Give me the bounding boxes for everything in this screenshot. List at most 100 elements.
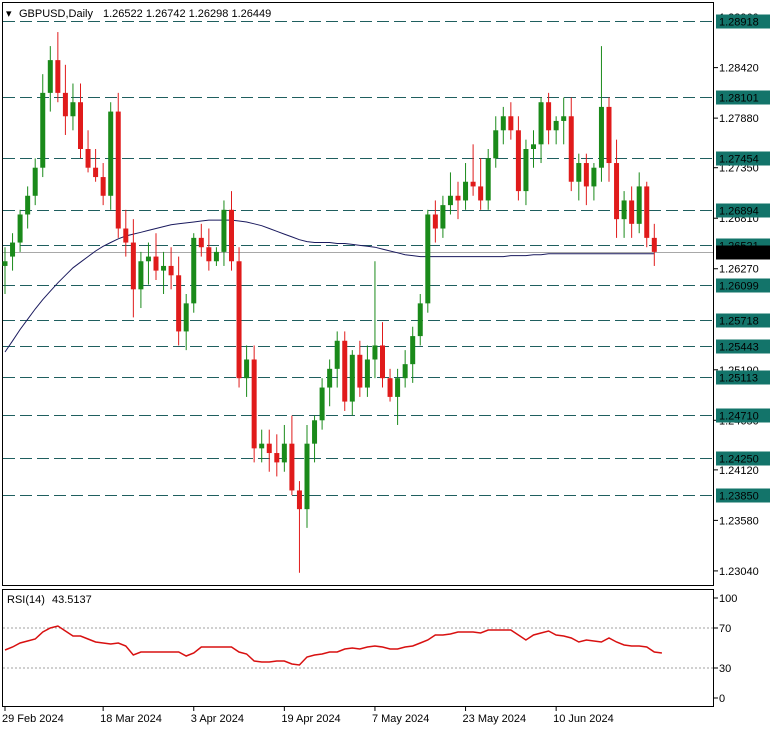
bull-candle: [440, 195, 446, 238]
candle-body: [636, 186, 642, 224]
candle-body: [206, 247, 212, 262]
date-tick-label: 23 May 2024: [463, 713, 527, 725]
candle-body: [629, 200, 635, 224]
bear-candle: [644, 181, 650, 248]
bear-candle: [651, 223, 657, 266]
bull-candle: [191, 233, 197, 313]
candle-body: [364, 359, 370, 388]
bull-candle: [213, 247, 219, 266]
candle-body: [583, 163, 589, 187]
candle-body: [93, 167, 99, 178]
level-badge-label: 1.25718: [719, 316, 759, 328]
bull-candle: [138, 251, 144, 309]
candle-body: [576, 163, 582, 182]
bear-candle: [229, 191, 234, 271]
rsi-tick-label: 100: [719, 593, 737, 605]
bull-candle: [500, 106, 506, 145]
candle-body: [546, 102, 552, 131]
chart-symbol: GBPUSD,Daily: [19, 8, 93, 20]
candle-body: [236, 261, 242, 379]
candle-body: [198, 237, 204, 248]
bear-candle: [614, 139, 620, 238]
candle-body: [259, 443, 265, 449]
candle-body: [70, 102, 76, 117]
bear-candle: [546, 92, 552, 145]
candle-body: [478, 186, 484, 201]
price-tick-label: 1.26270: [719, 264, 759, 276]
candle-body: [644, 186, 650, 238]
bull-candle: [259, 429, 265, 463]
bear-candle: [93, 149, 99, 182]
bull-candle: [334, 331, 340, 388]
level-badge: [716, 451, 770, 466]
moving-average: [4, 219, 655, 353]
candle-body: [425, 214, 431, 304]
candle-body: [402, 364, 408, 379]
bull-candle: [425, 209, 431, 313]
candle-body: [168, 265, 174, 276]
candle-body: [213, 251, 219, 262]
level-badge: [716, 370, 770, 385]
price-panel-frame: [2, 2, 714, 586]
price-tick-label: 1.28420: [719, 63, 759, 75]
level-badge-label: 1.23850: [719, 491, 759, 503]
date-tick-label: 10 Jun 2024: [553, 713, 614, 725]
date-tick-label: 29 Feb 2024: [2, 713, 64, 725]
rsi-tick-label: 30: [719, 663, 731, 675]
rsi-indicator: 100 70 30 0: [3, 593, 737, 705]
candle-body: [312, 420, 318, 444]
candle-body: [485, 158, 491, 201]
candle-body: [342, 340, 348, 402]
candle-body: [123, 228, 129, 243]
candle-body: [108, 111, 114, 196]
price-tick-label: 1.23580: [719, 515, 759, 527]
candle-body: [515, 130, 521, 192]
bull-candle: [319, 378, 325, 430]
level-badge: [716, 278, 770, 293]
date-axis: 29 Feb 2024 18 Mar 2024 3 Apr 2024 19 Apr 2…: [2, 707, 614, 725]
bear-candle: [115, 92, 121, 238]
bear-candle: [78, 83, 83, 159]
bull-candle: [553, 116, 559, 145]
candle-body: [538, 102, 544, 145]
candles: [2, 32, 657, 573]
date-tick-label: 3 Apr 2024: [191, 713, 244, 725]
candle-body: [191, 237, 197, 304]
level-badge-label: 1.28918: [719, 17, 759, 29]
bull-candle: [244, 345, 250, 397]
candle-body: [281, 443, 287, 463]
bull-candle: [145, 242, 151, 285]
candle-body: [25, 195, 31, 215]
bull-candle: [447, 172, 453, 215]
bull-candle: [10, 233, 16, 271]
candle-body: [40, 92, 46, 168]
candle-body: [130, 242, 136, 290]
bull-candle: [538, 97, 544, 164]
candle-body: [447, 195, 453, 206]
candle-body: [115, 111, 121, 229]
bull-candle: [410, 326, 416, 383]
candle-body: [161, 265, 167, 271]
bull-candle: [561, 97, 567, 145]
current-price-badge: [716, 245, 770, 260]
rsi-tick-label: 70: [719, 623, 731, 635]
bull-candle: [327, 359, 333, 407]
bear-candle: [432, 200, 438, 243]
bear-candle: [478, 158, 484, 210]
bear-candle: [568, 97, 574, 192]
candle-body: [289, 443, 295, 491]
rsi-panel-frame: [2, 589, 714, 707]
candle-body: [85, 149, 91, 168]
level-badge-label: 1.25443: [719, 342, 759, 354]
price-tick-label: 1.27880: [719, 113, 759, 125]
level-badge: [716, 313, 770, 328]
bear-candle: [236, 247, 242, 388]
current-price-label: 1.26449: [719, 248, 759, 260]
bear-candle: [153, 233, 159, 280]
level-badge-label: 1.28101: [719, 93, 759, 105]
candle-body: [508, 116, 514, 131]
candle-body: [440, 205, 446, 229]
candle-body: [357, 354, 363, 388]
bear-candle: [515, 116, 521, 201]
price-tick-label: 1.23040: [719, 566, 759, 578]
